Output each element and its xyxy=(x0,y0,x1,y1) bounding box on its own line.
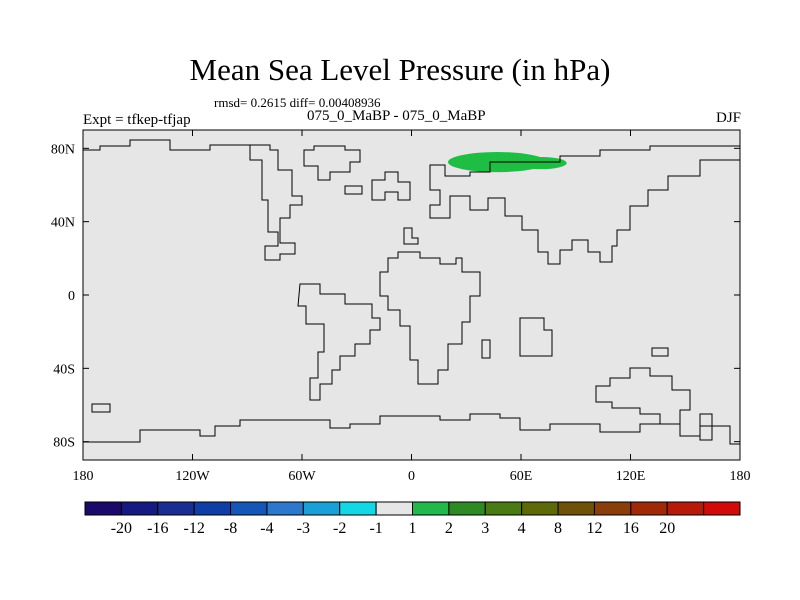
colorbar-swatch-2 xyxy=(157,501,195,516)
colorbar-label-0: -20 xyxy=(111,520,132,537)
season-label: DJF xyxy=(715,110,741,126)
coastline-africa xyxy=(379,251,481,385)
coastline-north-america xyxy=(83,139,303,261)
coastline-islands xyxy=(651,347,669,357)
y-tick-label-2: 0 xyxy=(68,289,75,304)
colorbar-label-2: -12 xyxy=(184,520,205,537)
colorbar-label-15: 20 xyxy=(659,520,675,537)
colorbar-swatch-1 xyxy=(120,501,159,516)
coastline-eurasia xyxy=(429,145,741,265)
x-tick-label-5: 120E xyxy=(616,469,646,484)
axis-ticks: 180 120W 60W 0 60E 120E 180 80N 40N 0 40S 80S xyxy=(51,130,751,484)
colorbar-swatch-12 xyxy=(521,501,559,516)
colorbar-swatch-6 xyxy=(302,501,341,516)
x-tick-label-1: 120W xyxy=(175,469,210,484)
colorbar-swatch-13 xyxy=(557,501,595,516)
map-background xyxy=(83,130,740,460)
colorbar-label-4: -4 xyxy=(260,520,273,537)
colorbar-label-14: 16 xyxy=(623,520,639,537)
colorbar-swatch-14 xyxy=(593,501,632,516)
colorbar-label-6: -2 xyxy=(333,520,346,537)
coastlines xyxy=(83,139,741,445)
colorbar-label-1: -16 xyxy=(147,520,168,537)
colorbar-swatch-16 xyxy=(666,501,705,516)
coastline-australia xyxy=(595,367,691,425)
coastline-greenland xyxy=(303,145,361,181)
colorbar-swatch-10 xyxy=(448,501,486,516)
x-tick-label-4: 60E xyxy=(510,469,533,484)
period-label: 075_0_MaBP - 075_0_MaBP xyxy=(307,108,486,124)
x-tick-label-0: 180 xyxy=(73,469,94,484)
map-title: Mean Sea Level Pressure (in hPa) xyxy=(189,52,611,87)
colorbar-label-3: -8 xyxy=(224,520,237,537)
y-tick-label-4: 80S xyxy=(53,436,75,451)
colorbar: -20 -16 -12 -8 -4 -3 -2 -1 1 2 3 4 8 12 16 20 xyxy=(84,501,741,537)
coastline-peninsula xyxy=(91,403,111,413)
y-tick-label-0: 80N xyxy=(51,142,75,157)
colorbar-label-8: 1 xyxy=(409,520,417,537)
colorbar-swatch-7 xyxy=(339,501,377,516)
y-tick-label-1: 40N xyxy=(51,216,75,231)
colorbar-swatch-4 xyxy=(230,501,268,516)
colorbar-swatch-5 xyxy=(266,501,304,516)
colorbar-swatch-11 xyxy=(484,501,523,516)
colorbar-swatch-15 xyxy=(630,501,668,516)
colorbar-swatch-3 xyxy=(193,501,232,516)
coastline-indonesia xyxy=(519,317,553,357)
colorbar-swatch-9 xyxy=(412,501,450,516)
coastline-uk xyxy=(403,227,419,245)
colorbar-label-12: 8 xyxy=(554,520,562,537)
coastline-madagascar xyxy=(481,339,491,359)
colorbar-swatch-17 xyxy=(703,501,741,516)
y-tick-label-3: 40S xyxy=(53,362,75,377)
colorbar-swatch-8 xyxy=(375,501,414,516)
coastline-scandinavia xyxy=(371,171,411,201)
colorbar-swatch-0 xyxy=(84,501,122,516)
coastline-south-america xyxy=(297,283,381,401)
colorbar-label-7: -1 xyxy=(369,520,382,537)
anomaly-patch-0-tail xyxy=(516,157,567,170)
experiment-label: Expt = tfkep-tfjap xyxy=(83,112,191,128)
colorbar-label-10: 3 xyxy=(481,520,489,537)
rmsd-stats: rmsd= 0.2615 diff= 0.00408936 xyxy=(214,95,381,110)
coastline-iceland xyxy=(344,185,363,195)
colorbar-label-13: 12 xyxy=(586,520,602,537)
colorbar-label-5: -3 xyxy=(297,520,310,537)
x-tick-label-3: 0 xyxy=(408,469,415,484)
coastline-antarctica xyxy=(83,413,740,445)
x-tick-label-2: 60W xyxy=(288,469,316,484)
colorbar-label-11: 4 xyxy=(518,520,526,537)
x-tick-label-6: 180 xyxy=(730,469,751,484)
colorbar-label-9: 2 xyxy=(445,520,453,537)
